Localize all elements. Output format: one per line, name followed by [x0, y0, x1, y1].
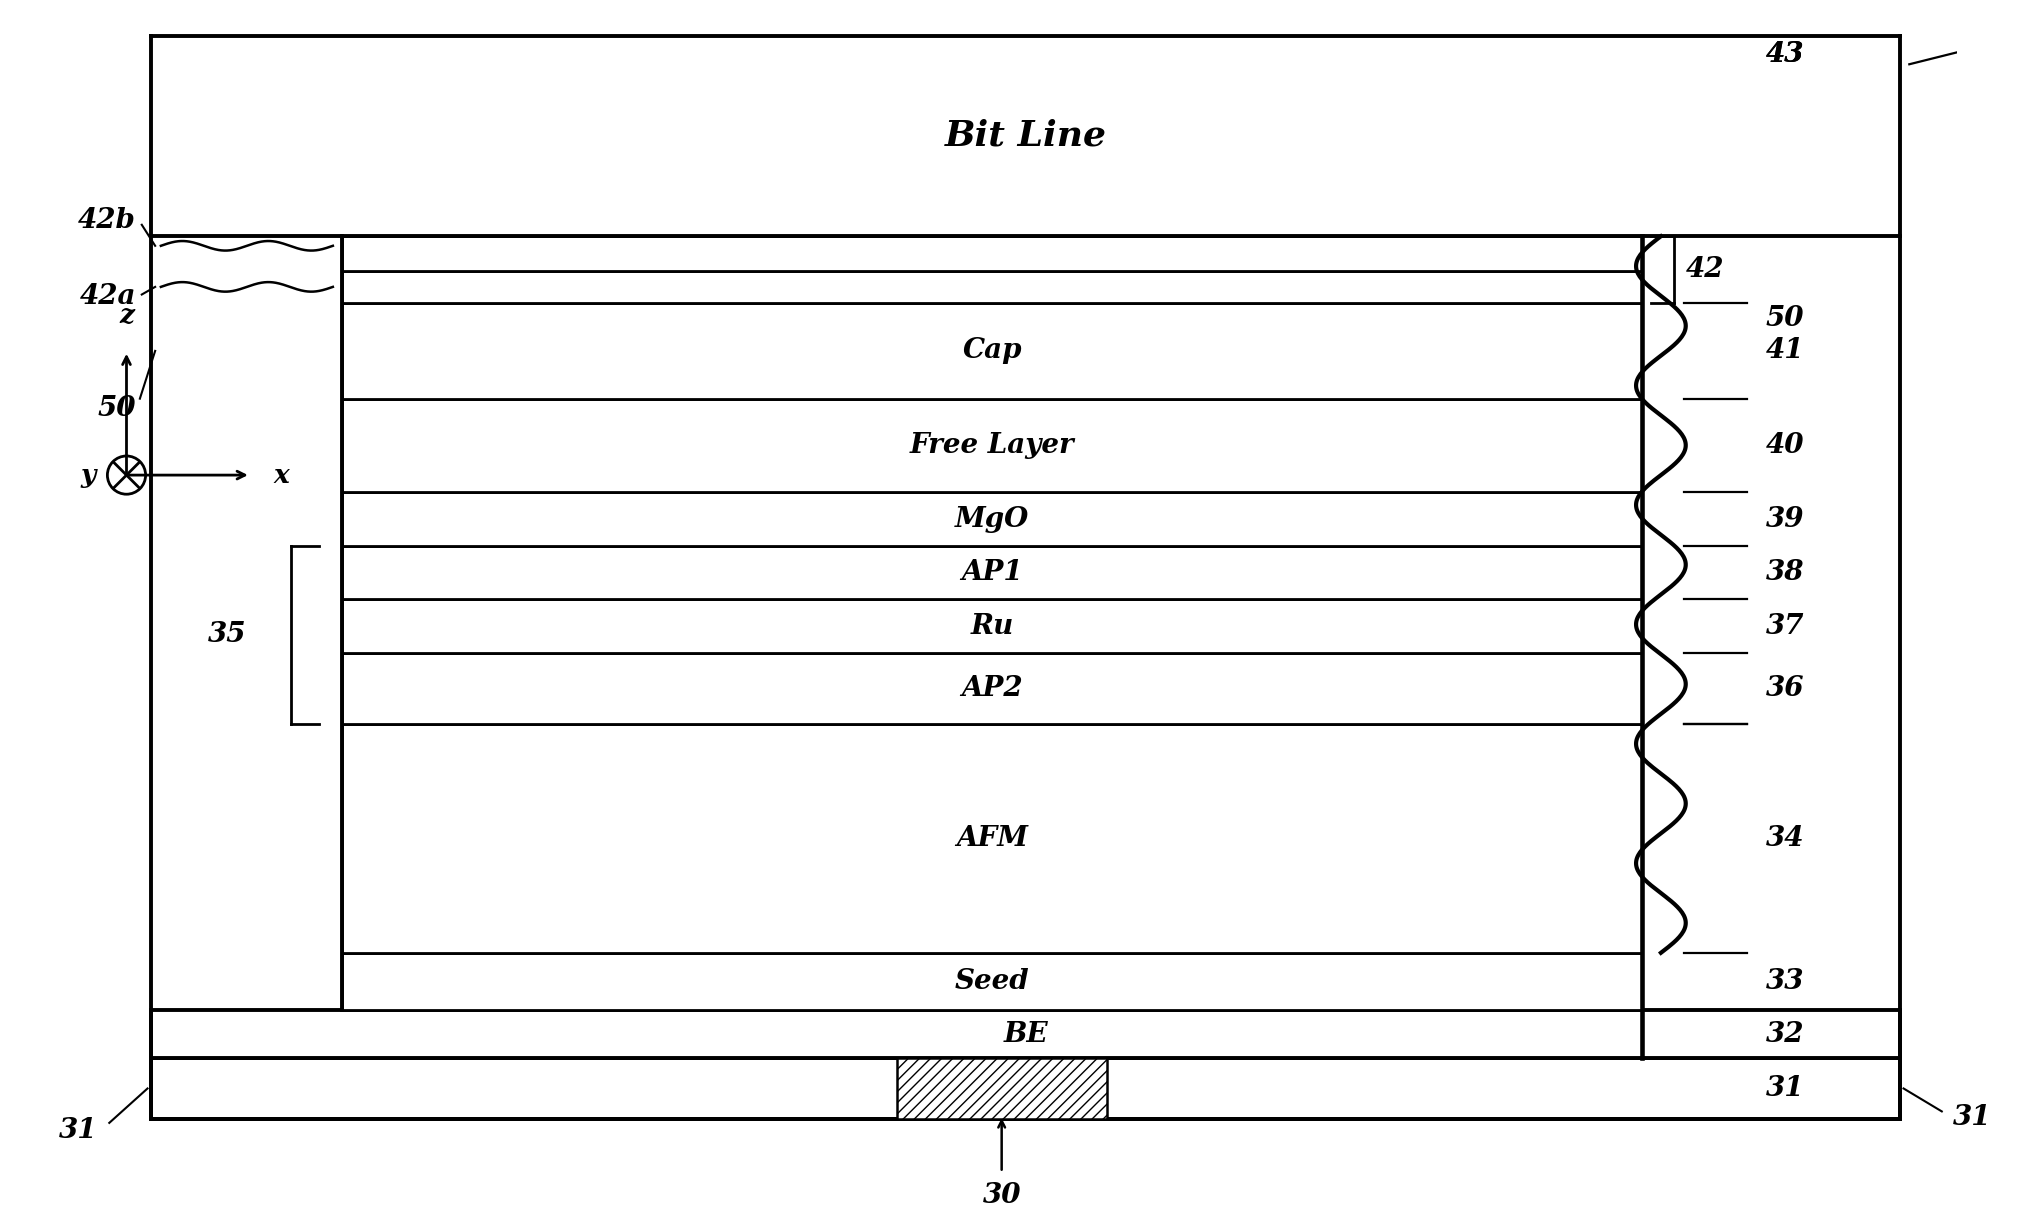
- Text: AP2: AP2: [961, 674, 1022, 702]
- Text: 37: 37: [1766, 612, 1805, 639]
- Text: 33: 33: [1766, 968, 1805, 995]
- Bar: [343, 237, 1643, 271]
- Text: 30: 30: [982, 1181, 1020, 1208]
- Bar: [343, 953, 1643, 1010]
- Text: 34: 34: [1766, 825, 1805, 852]
- Text: 50: 50: [97, 395, 136, 422]
- Text: MgO: MgO: [955, 506, 1030, 533]
- Bar: [343, 724, 1643, 953]
- Text: 36: 36: [1766, 674, 1805, 702]
- Text: Bit Line: Bit Line: [945, 118, 1107, 153]
- Bar: [343, 399, 1643, 493]
- Text: 50: 50: [1766, 304, 1805, 332]
- Text: z: z: [120, 303, 134, 327]
- Text: Ru: Ru: [971, 612, 1014, 639]
- Text: Seed: Seed: [955, 968, 1030, 995]
- Text: 39: 39: [1766, 506, 1805, 533]
- Text: 42a: 42a: [79, 283, 136, 310]
- Bar: [343, 493, 1643, 546]
- Text: BE: BE: [1004, 1021, 1048, 1047]
- Text: 31: 31: [1953, 1104, 1991, 1131]
- Text: 31: 31: [1766, 1075, 1805, 1102]
- Bar: [152, 1010, 1900, 1058]
- Text: y: y: [81, 463, 95, 488]
- Text: AFM: AFM: [955, 825, 1028, 852]
- Bar: [343, 271, 1643, 303]
- Text: 43: 43: [1766, 41, 1805, 68]
- Text: 42b: 42b: [79, 208, 136, 234]
- Bar: [343, 599, 1643, 652]
- Text: 32: 32: [1766, 1021, 1805, 1047]
- Text: x: x: [274, 463, 290, 488]
- Bar: [343, 652, 1643, 724]
- Text: AP1: AP1: [961, 559, 1022, 586]
- Bar: [152, 1058, 1900, 1119]
- Text: Cap: Cap: [963, 337, 1022, 365]
- Bar: [343, 303, 1643, 399]
- Text: 41: 41: [1766, 337, 1805, 365]
- Bar: [896, 1058, 1107, 1119]
- Text: 35: 35: [209, 621, 247, 649]
- Text: 38: 38: [1766, 559, 1805, 586]
- Text: 40: 40: [1766, 432, 1805, 459]
- Text: 42: 42: [1685, 256, 1724, 283]
- Text: Free Layer: Free Layer: [911, 432, 1075, 459]
- Text: 43: 43: [1766, 41, 1805, 68]
- Text: 31: 31: [59, 1117, 97, 1144]
- Bar: [343, 546, 1643, 599]
